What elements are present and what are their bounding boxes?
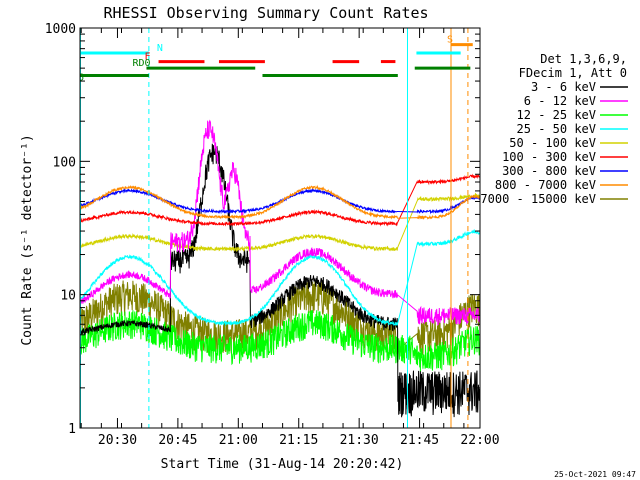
legend-header-line-1: Det 1,3,6,9, [540, 52, 627, 66]
legend-entry-s5: 50 - 100 keV [509, 136, 628, 150]
legend-label: 3 - 6 keV [531, 80, 596, 94]
series-line-s1 [80, 143, 480, 418]
series-line-s4 [80, 228, 480, 327]
y-tick-label: 1 [68, 422, 76, 437]
y-tick-label: 10 [60, 289, 76, 304]
y-tick-label: 1000 [45, 22, 76, 37]
x-tick-label: 21:00 [219, 433, 258, 448]
legend-label: 800 - 7000 keV [495, 178, 596, 192]
legend-entry-s3: 12 - 25 keV [517, 108, 628, 122]
y-axis-label: Count Rate (s⁻¹ detector⁻¹) [20, 134, 35, 345]
legend-header-line-2: FDecim 1, Att 0 [519, 66, 627, 80]
legend-label: 50 - 100 keV [509, 136, 596, 150]
flag-label-0: N [157, 43, 163, 54]
flag-label-5: RD6 [66, 73, 84, 84]
series-line-s8 [80, 184, 480, 220]
x-tick-label: 22:00 [460, 433, 499, 448]
x-tick-label: 21:15 [279, 433, 318, 448]
legend-entry-s6: 100 - 300 keV [502, 150, 628, 164]
timestamp: 25-Oct-2021 09:47 [554, 470, 636, 479]
x-axis-label: Start Time (31-Aug-14 20:20:42) [161, 457, 404, 472]
plot-frame [79, 27, 481, 429]
axes: 1 10 100 1000 20:30 20:45 21:00 21:15 21:30 21:45… [45, 22, 500, 448]
x-tick-label: 20:30 [98, 433, 137, 448]
y-tick-label: 100 [53, 155, 76, 170]
legend-label: 100 - 300 keV [502, 150, 596, 164]
legend-label: 7000 - 15000 keV [480, 192, 596, 206]
legend-entry-s2: 6 - 12 keV [524, 94, 628, 108]
series-line-s6 [80, 173, 480, 227]
legend-label: 300 - 800 keV [502, 164, 596, 178]
flag-label-2: S [447, 35, 453, 46]
legend: Det 1,3,6,9, FDecim 1, Att 0 3 - 6 keV6 … [480, 52, 628, 206]
x-tick-label: 20:45 [158, 433, 197, 448]
series-line-s7 [80, 187, 480, 215]
series-line-s2 [80, 119, 480, 326]
chart-title: RHESSI Observing Summary Count Rates [103, 4, 428, 22]
legend-entry-s9: 7000 - 15000 keV [480, 192, 628, 206]
legend-entry-s1: 3 - 6 keV [531, 80, 628, 94]
legend-label: 12 - 25 keV [517, 108, 596, 122]
legend-entry-s4: 25 - 50 keV [517, 122, 628, 136]
flag-label-3: F [145, 52, 151, 63]
legend-label: 25 - 50 keV [517, 122, 596, 136]
legend-entry-s8: 800 - 7000 keV [495, 178, 628, 192]
series-line-s3 [80, 310, 480, 372]
x-tick-label: 21:30 [340, 433, 379, 448]
x-tick-label: 21:45 [400, 433, 439, 448]
flag-label-4: RD0 [132, 58, 150, 69]
legend-label: 6 - 12 keV [524, 94, 596, 108]
series-line-s5 [80, 192, 480, 253]
legend-entry-s7: 300 - 800 keV [502, 164, 628, 178]
